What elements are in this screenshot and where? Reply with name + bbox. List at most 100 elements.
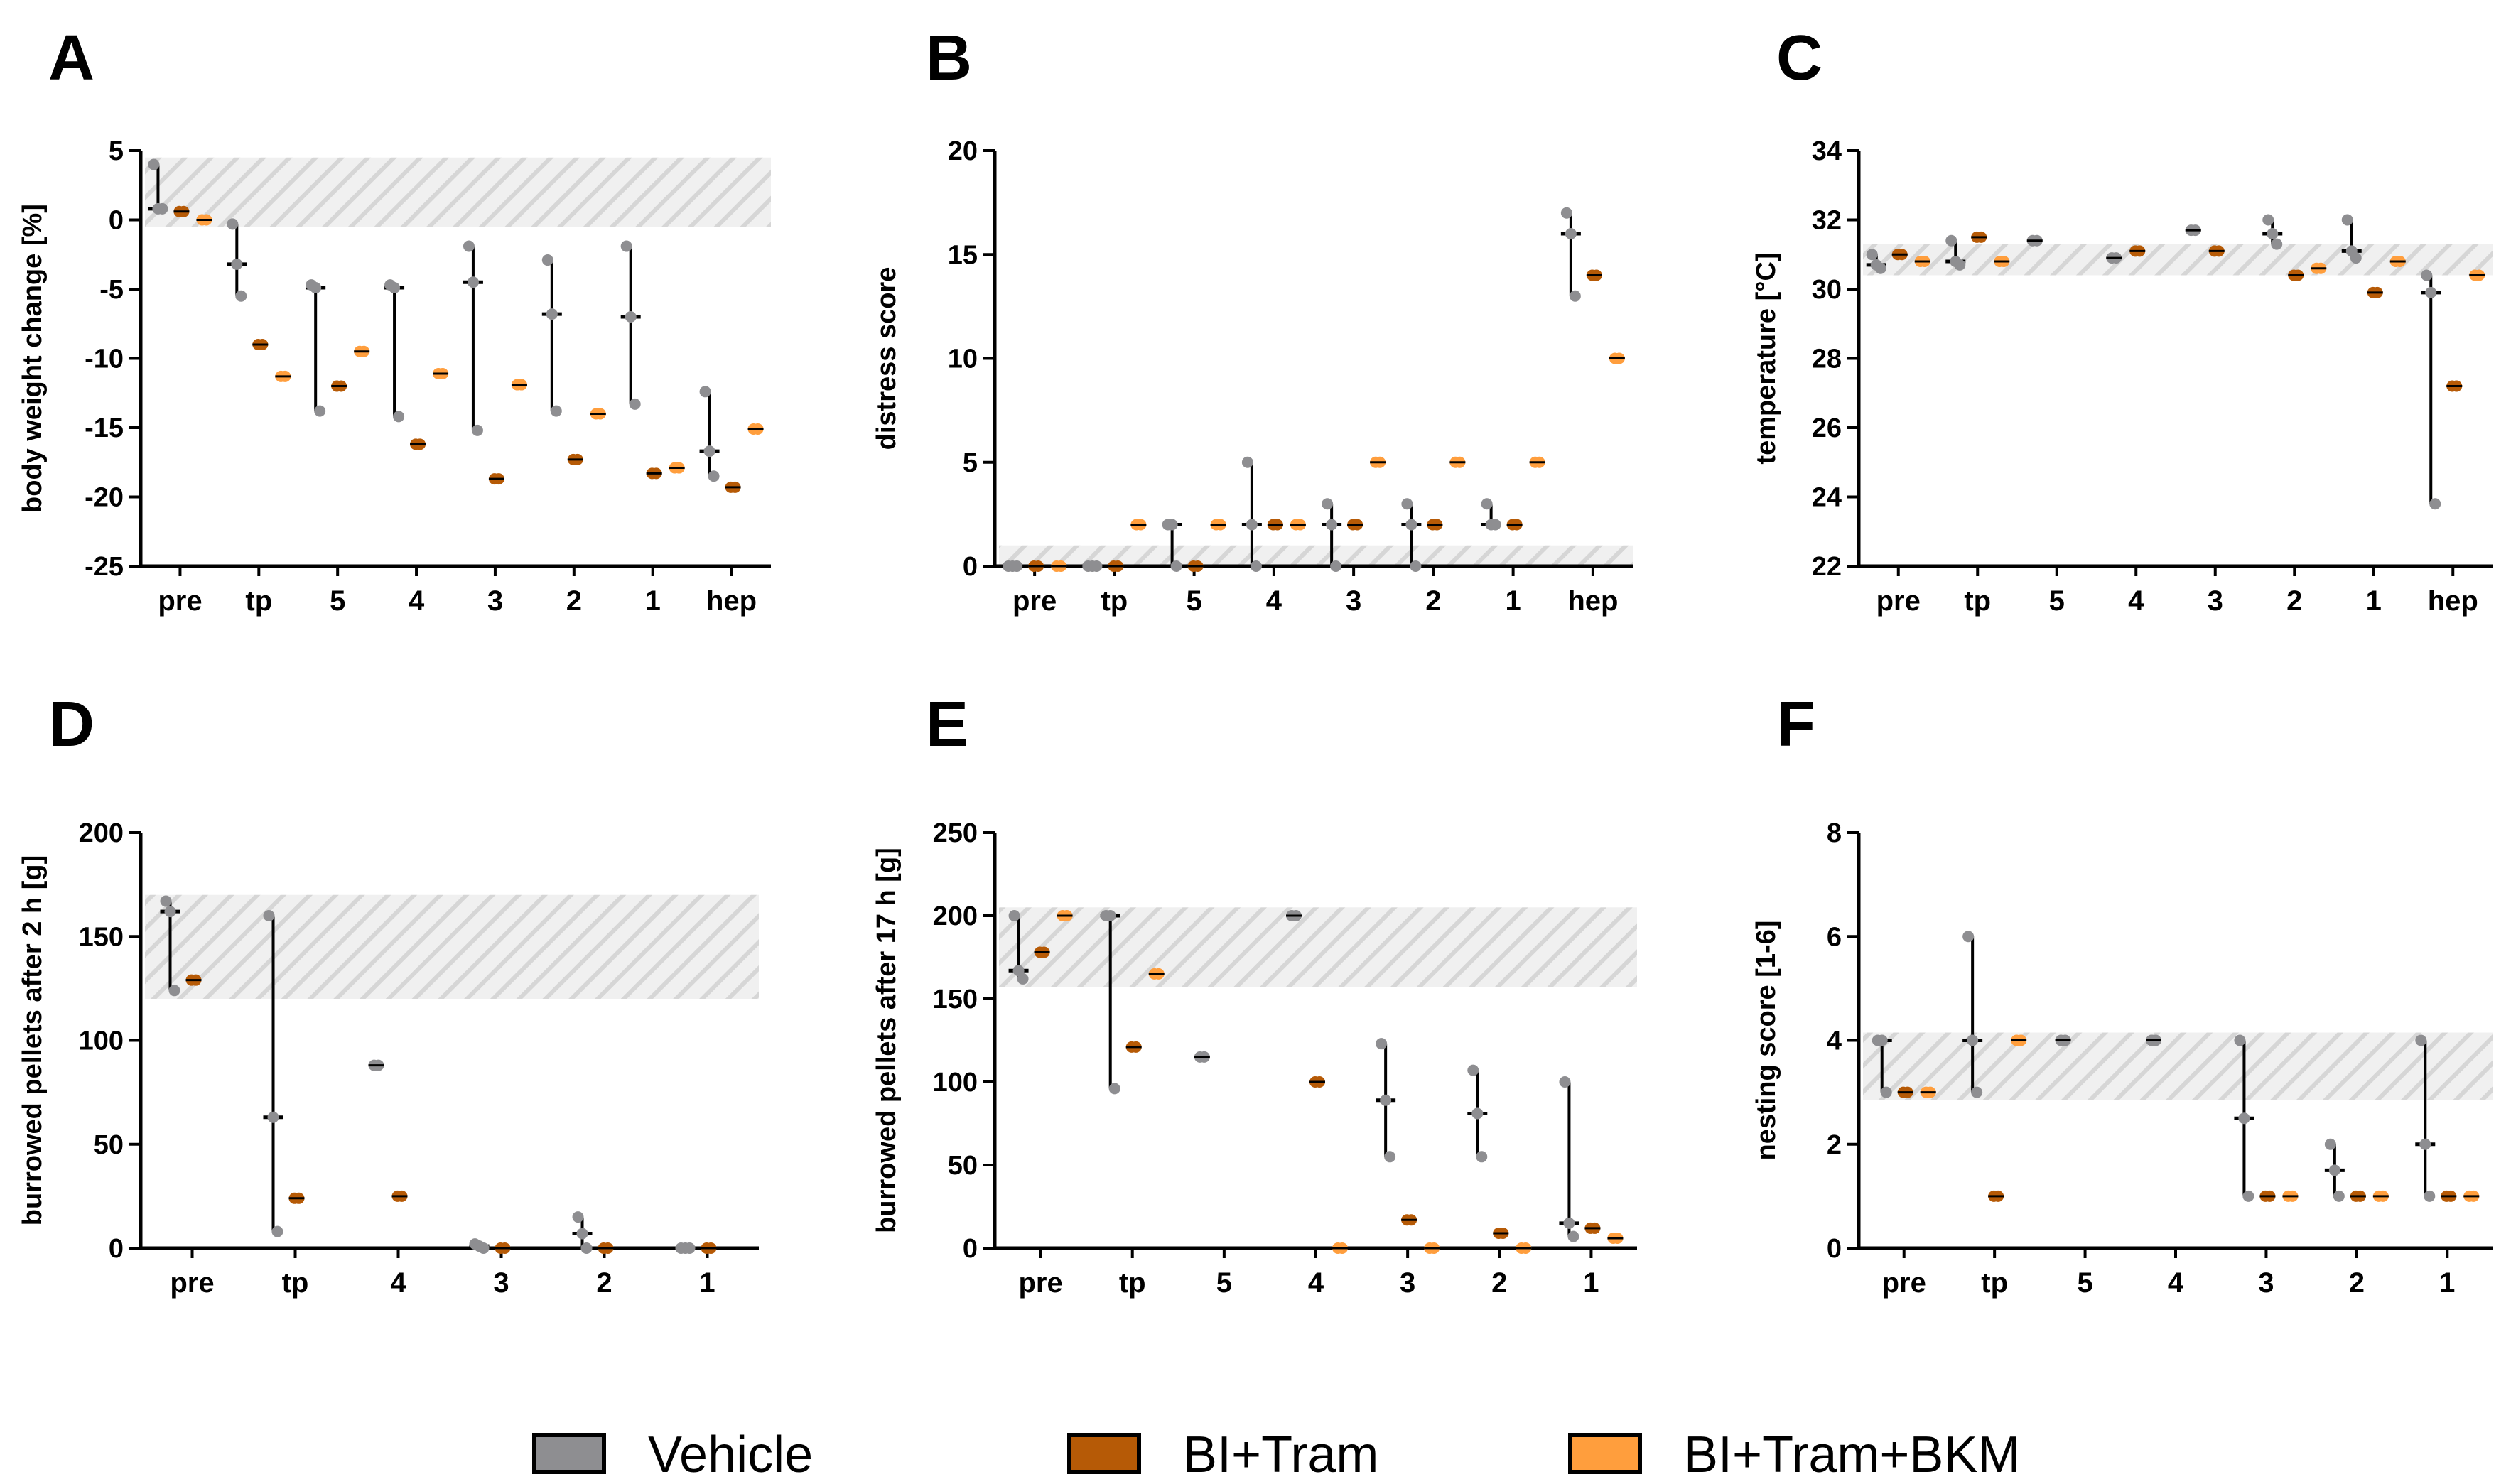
y-tick-label: 5 bbox=[963, 448, 978, 478]
x-tick-label: 3 bbox=[2208, 585, 2223, 617]
x-tick-label: 2 bbox=[2349, 1267, 2365, 1299]
y-tick-label: 100 bbox=[79, 1027, 124, 1056]
y-tick-label: 22 bbox=[1812, 552, 1842, 582]
x-tick-label: 1 bbox=[699, 1267, 715, 1299]
y-tick-label: 8 bbox=[1827, 818, 1842, 848]
data-point bbox=[2324, 1138, 2336, 1150]
y-tick-label: -5 bbox=[99, 275, 124, 305]
data-point bbox=[2421, 269, 2433, 281]
data-point bbox=[271, 1225, 283, 1237]
x-tick-label: hep bbox=[2428, 585, 2478, 617]
data-point bbox=[1326, 519, 1338, 531]
data-point bbox=[1945, 234, 1957, 247]
x-tick-label: pre bbox=[170, 1267, 214, 1299]
y-tick-label: 32 bbox=[1812, 206, 1842, 236]
data-point bbox=[2238, 1112, 2250, 1125]
data-point bbox=[1489, 519, 1501, 531]
data-point bbox=[1565, 228, 1577, 239]
x-tick-label: tp bbox=[1981, 1267, 2008, 1299]
data-point bbox=[708, 470, 720, 482]
data-point bbox=[576, 1228, 588, 1240]
reference-band bbox=[1863, 1032, 2493, 1100]
y-tick-label: 200 bbox=[79, 818, 124, 848]
data-point bbox=[164, 906, 176, 918]
data-point bbox=[1481, 498, 1493, 510]
data-point bbox=[477, 1242, 490, 1254]
data-point bbox=[625, 311, 637, 323]
x-tick-label: 2 bbox=[1491, 1267, 1507, 1299]
y-axis-title: nesting score [1-6] bbox=[1751, 921, 1781, 1161]
data-point bbox=[148, 158, 160, 170]
x-tick-label: 3 bbox=[1400, 1267, 1415, 1299]
x-tick-label: pre bbox=[1018, 1267, 1062, 1299]
y-axis-title: burrowed pellets after 2 h [g] bbox=[18, 855, 48, 1226]
data-point bbox=[2415, 1034, 2427, 1046]
data-point bbox=[2328, 1164, 2340, 1176]
y-tick-label: -10 bbox=[85, 345, 124, 374]
x-tick-label: 1 bbox=[2439, 1267, 2455, 1299]
x-tick-label: 2 bbox=[596, 1267, 612, 1299]
data-point bbox=[684, 1242, 696, 1254]
data-point bbox=[2271, 238, 2283, 250]
x-tick-label: 3 bbox=[487, 585, 503, 617]
data-point bbox=[546, 308, 558, 320]
chart-panel-E: E 250 200 150 100 50 0 pre tp 5 4 3 2 1 burrowed pelle… bbox=[872, 689, 1637, 1299]
reference-band bbox=[145, 157, 771, 227]
data-point bbox=[1330, 560, 1342, 572]
data-point bbox=[1954, 259, 1966, 271]
data-point bbox=[2350, 252, 2362, 264]
y-tick-label: 6 bbox=[1827, 922, 1842, 952]
chart-panel-D: D 200 150 100 50 0 pre tp 4 3 2 1 burrowed pellets a… bbox=[18, 689, 759, 1299]
x-tick-label: 5 bbox=[330, 585, 345, 617]
y-tick-label: 26 bbox=[1812, 413, 1842, 443]
y-axis-title: temperature [°C] bbox=[1751, 252, 1781, 464]
y-tick-label: 34 bbox=[1812, 136, 1842, 166]
x-tick-label: 5 bbox=[2049, 585, 2065, 617]
panel-letter: E bbox=[926, 689, 968, 760]
x-tick-label: pre bbox=[1876, 585, 1921, 617]
data-point bbox=[629, 398, 641, 410]
data-point bbox=[467, 276, 479, 288]
y-tick-label: -15 bbox=[85, 413, 124, 443]
data-point bbox=[2267, 228, 2279, 239]
y-tick-label: 15 bbox=[948, 240, 978, 270]
x-tick-label: tp bbox=[245, 585, 272, 617]
legend: Vehicle BI+Tram BI+Tram+BKM bbox=[532, 1426, 2020, 1483]
legend-label: Vehicle bbox=[648, 1426, 813, 1483]
x-tick-label: 4 bbox=[409, 585, 425, 617]
x-tick-label: 2 bbox=[1425, 585, 1441, 617]
data-point bbox=[1405, 519, 1417, 531]
x-tick-label: pre bbox=[1882, 1267, 1926, 1299]
data-point bbox=[463, 240, 475, 252]
data-point bbox=[1467, 1064, 1479, 1076]
x-tick-label: 1 bbox=[1506, 585, 1521, 617]
x-tick-label: tp bbox=[1119, 1267, 1146, 1299]
data-point bbox=[699, 386, 711, 398]
x-tick-label: 3 bbox=[493, 1267, 509, 1299]
data-point bbox=[2234, 1034, 2246, 1046]
legend-label: BI+Tram bbox=[1183, 1426, 1378, 1483]
x-tick-label: 1 bbox=[1583, 1267, 1599, 1299]
data-point bbox=[703, 445, 715, 457]
x-tick-label: 4 bbox=[1308, 1267, 1324, 1299]
data-point bbox=[1011, 560, 1023, 572]
data-point bbox=[1241, 456, 1253, 468]
data-point bbox=[156, 202, 168, 215]
data-point bbox=[1866, 249, 1878, 261]
data-point bbox=[1880, 1086, 1892, 1098]
y-tick-label: 20 bbox=[948, 136, 978, 166]
data-point bbox=[235, 290, 247, 302]
y-tick-label: 10 bbox=[948, 345, 978, 374]
y-tick-label: 0 bbox=[963, 552, 978, 582]
data-point bbox=[1876, 1034, 1888, 1046]
data-point bbox=[550, 405, 562, 417]
data-point bbox=[1104, 910, 1116, 921]
y-tick-label: 100 bbox=[933, 1068, 978, 1098]
x-tick-label: hep bbox=[706, 585, 757, 617]
x-tick-label: tp bbox=[282, 1267, 309, 1299]
data-point bbox=[1376, 1038, 1388, 1050]
panel-letter: A bbox=[48, 23, 94, 94]
data-point bbox=[1569, 290, 1581, 302]
y-tick-label: 150 bbox=[79, 922, 124, 952]
x-tick-label: tp bbox=[1101, 585, 1128, 617]
